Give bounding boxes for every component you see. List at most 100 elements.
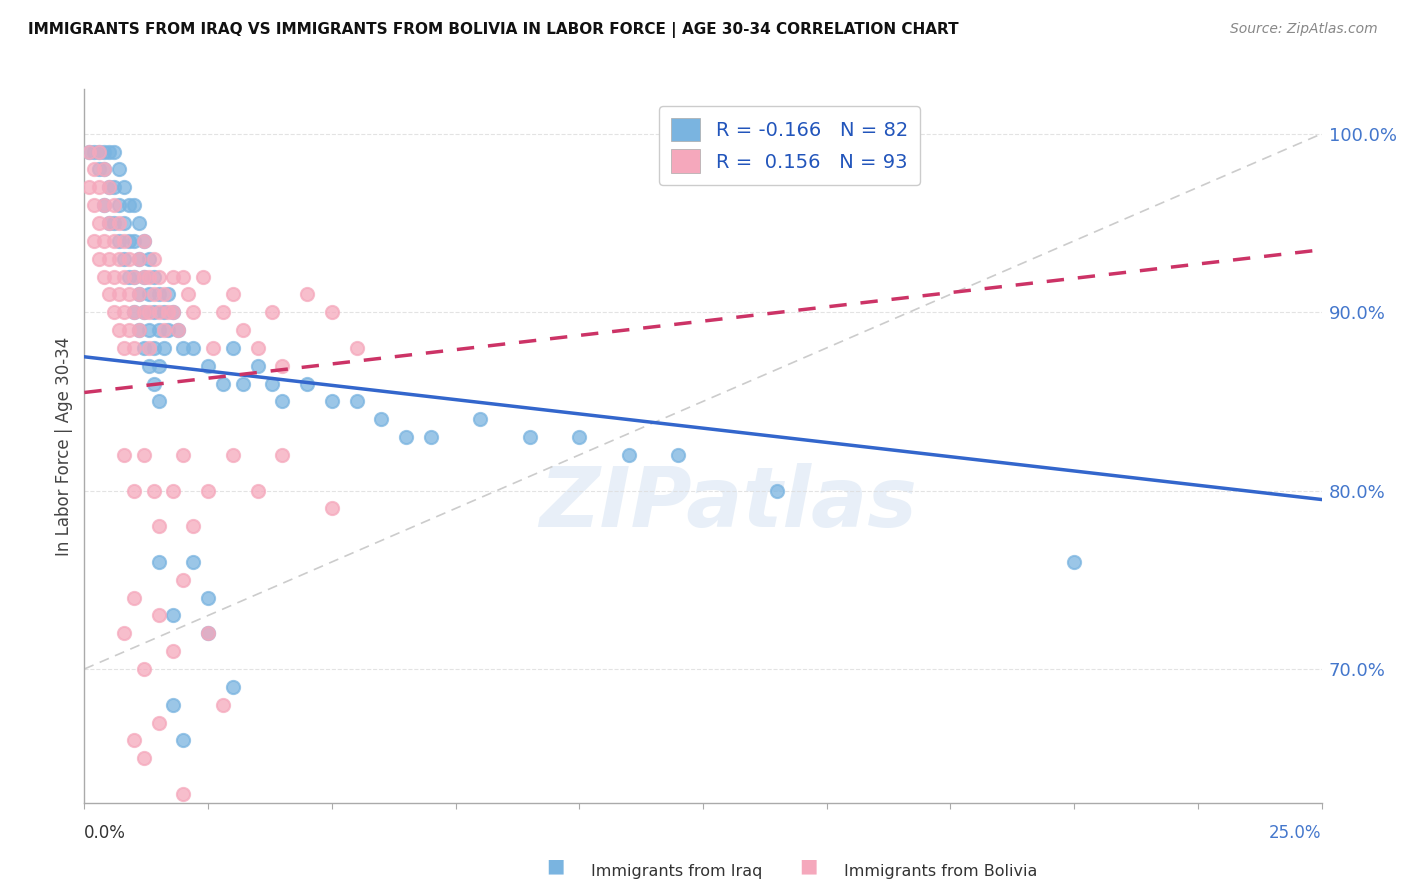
- Point: [122, 234, 145, 248]
- Point: [103, 198, 125, 212]
- Point: [132, 269, 155, 284]
- Point: [262, 305, 284, 319]
- Point: [103, 145, 125, 159]
- Point: [98, 180, 121, 194]
- Point: [191, 269, 214, 284]
- Legend: R = -0.166   N = 82, R =  0.156   N = 93: R = -0.166 N = 82, R = 0.156 N = 93: [659, 106, 920, 185]
- Point: [142, 269, 165, 284]
- Point: [112, 216, 135, 230]
- Point: [262, 376, 284, 391]
- Point: [212, 698, 235, 712]
- Point: [93, 198, 115, 212]
- Point: [172, 341, 194, 355]
- Point: [271, 448, 294, 462]
- Point: [93, 162, 115, 177]
- Point: [162, 483, 184, 498]
- Point: [617, 448, 640, 462]
- Point: [162, 644, 184, 658]
- Point: [138, 305, 160, 319]
- Point: [295, 376, 318, 391]
- Point: [162, 698, 184, 712]
- Point: [167, 323, 190, 337]
- Text: 25.0%: 25.0%: [1270, 824, 1322, 842]
- Point: [112, 448, 135, 462]
- Point: [98, 252, 121, 266]
- Point: [128, 252, 150, 266]
- Point: [93, 145, 115, 159]
- Point: [142, 287, 165, 301]
- Point: [157, 323, 180, 337]
- Point: [202, 341, 225, 355]
- Point: [148, 269, 170, 284]
- Point: [162, 305, 184, 319]
- Point: [122, 733, 145, 747]
- Point: [197, 626, 219, 640]
- Point: [152, 323, 174, 337]
- Point: [138, 341, 160, 355]
- Point: [132, 269, 155, 284]
- Point: [222, 341, 245, 355]
- Point: [122, 269, 145, 284]
- Point: [148, 359, 170, 373]
- Point: [128, 252, 150, 266]
- Point: [142, 376, 165, 391]
- Point: [83, 198, 105, 212]
- Point: [103, 234, 125, 248]
- Point: [89, 145, 111, 159]
- Point: [108, 198, 131, 212]
- Point: [122, 591, 145, 605]
- Point: [172, 733, 194, 747]
- Point: [148, 715, 170, 730]
- Point: [162, 269, 184, 284]
- Point: [766, 483, 789, 498]
- Point: [181, 341, 204, 355]
- Point: [132, 341, 155, 355]
- Point: [172, 573, 194, 587]
- Point: [128, 323, 150, 337]
- Point: [118, 234, 141, 248]
- Point: [157, 287, 180, 301]
- Point: [83, 162, 105, 177]
- Point: [132, 305, 155, 319]
- Point: [197, 483, 219, 498]
- Point: [138, 269, 160, 284]
- Point: [232, 323, 254, 337]
- Point: [112, 626, 135, 640]
- Point: [122, 341, 145, 355]
- Point: [148, 287, 170, 301]
- Point: [232, 376, 254, 391]
- Text: IMMIGRANTS FROM IRAQ VS IMMIGRANTS FROM BOLIVIA IN LABOR FORCE | AGE 30-34 CORRE: IMMIGRANTS FROM IRAQ VS IMMIGRANTS FROM …: [28, 22, 959, 38]
- Point: [108, 162, 131, 177]
- Point: [89, 145, 111, 159]
- Point: [93, 162, 115, 177]
- Point: [395, 430, 418, 444]
- Point: [222, 448, 245, 462]
- Point: [197, 626, 219, 640]
- Point: [162, 305, 184, 319]
- Point: [128, 216, 150, 230]
- Point: [172, 448, 194, 462]
- Point: [138, 359, 160, 373]
- Point: [122, 269, 145, 284]
- Point: [112, 269, 135, 284]
- Point: [346, 341, 368, 355]
- Point: [197, 359, 219, 373]
- Point: [118, 287, 141, 301]
- Point: [112, 252, 135, 266]
- Point: [162, 608, 184, 623]
- Point: [112, 341, 135, 355]
- Point: [181, 305, 204, 319]
- Point: [346, 394, 368, 409]
- Point: [666, 448, 689, 462]
- Point: [271, 394, 294, 409]
- Point: [128, 287, 150, 301]
- Point: [103, 305, 125, 319]
- Point: [132, 234, 155, 248]
- Point: [122, 483, 145, 498]
- Point: [118, 198, 141, 212]
- Point: [177, 287, 200, 301]
- Point: [132, 751, 155, 765]
- Point: [142, 305, 165, 319]
- Point: [222, 287, 245, 301]
- Point: [108, 216, 131, 230]
